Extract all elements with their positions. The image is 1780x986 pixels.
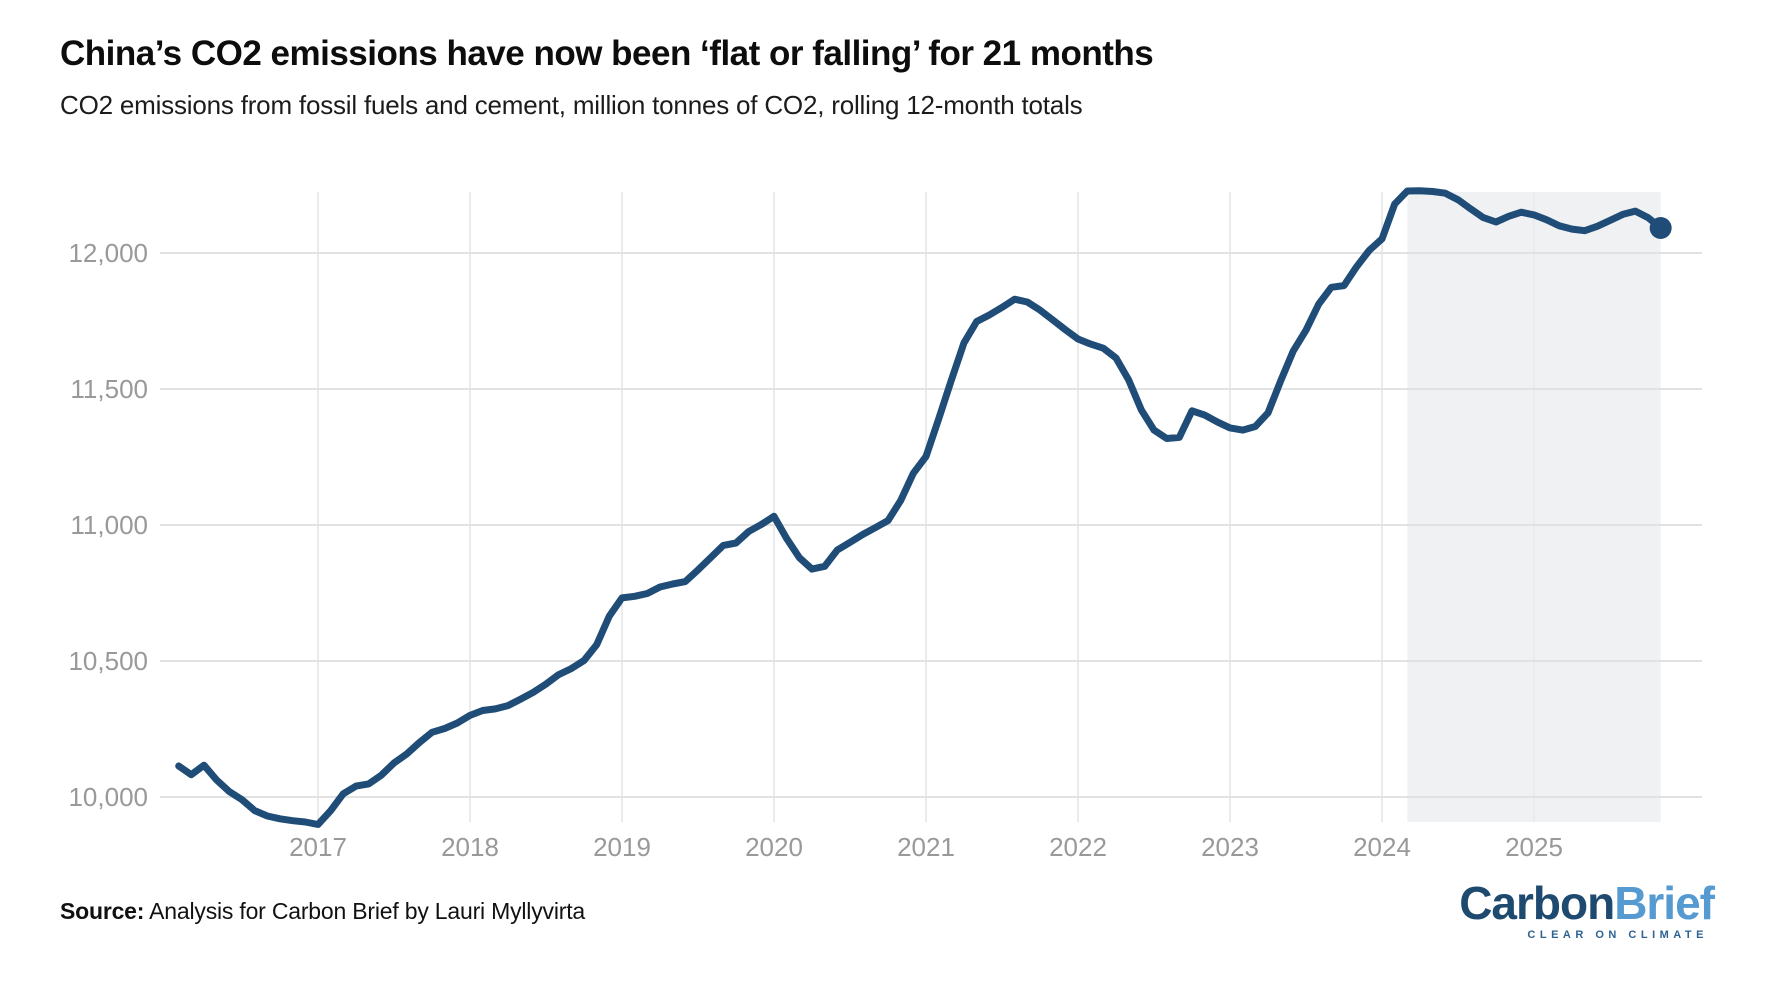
y-axis-tick-label: 11,000 [70,510,148,540]
x-axis-tick-label: 2017 [289,832,347,862]
y-axis-tick-label: 10,000 [68,782,148,812]
logo-carbon: Carbon [1459,877,1615,929]
logo-brief: Brief [1614,877,1715,929]
x-axis-tick-label: 2020 [745,832,803,862]
source-label: Source: [60,898,145,924]
y-axis-tick-label: 10,500 [68,646,148,676]
x-axis-tick-label: 2025 [1505,832,1563,862]
source-text: Analysis for Carbon Brief by Lauri Mylly… [144,898,585,924]
x-axis-tick-label: 2023 [1201,832,1259,862]
emissions-line [175,187,1665,828]
x-axis-tick-label: 2021 [897,832,955,862]
carbonbrief-logo: CarbonBrief CLEAR ON CLIMATE [1459,877,1715,941]
x-axis-tick-label: 2019 [593,832,651,862]
x-axis-tick-label: 2022 [1049,832,1107,862]
logo-tagline: CLEAR ON CLIMATE [1527,929,1708,941]
carbonbrief-wordmark: CarbonBrief [1459,877,1715,929]
x-axis-tick-label: 2018 [441,832,499,862]
page-title: China’s CO2 emissions have now been ‘fla… [60,34,1154,73]
source-note: Source: Analysis for Carbon Brief by Lau… [60,898,585,925]
y-axis-tick-label: 11,500 [70,374,148,404]
x-axis-tick-label: 2024 [1353,832,1411,862]
chart-subtitle: CO2 emissions from fossil fuels and ceme… [60,90,1083,120]
latest-point-dot [1649,216,1672,239]
y-axis-tick-label: 12,000 [68,238,148,268]
